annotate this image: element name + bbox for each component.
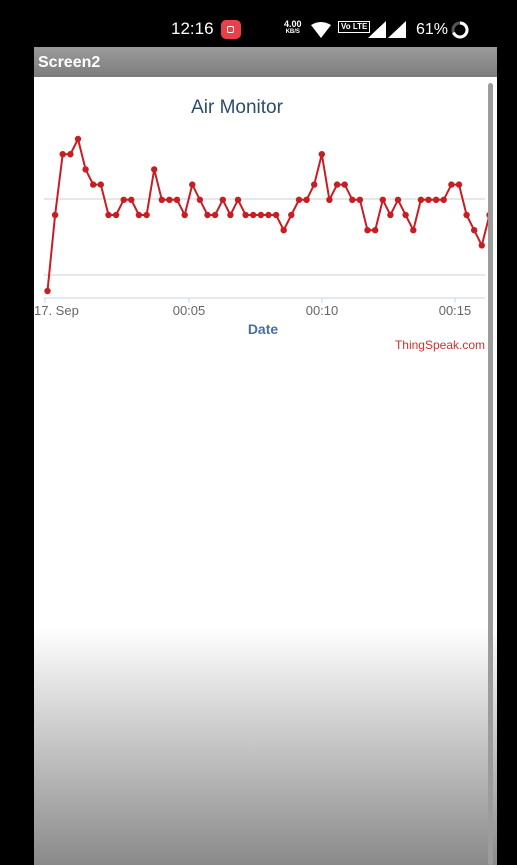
data-point [471,227,478,234]
data-point [189,181,196,188]
data-point [67,151,74,158]
data-point [440,196,447,203]
status-time: 12:16 [171,19,214,38]
signal-icon [368,21,386,38]
data-point [74,135,82,143]
data-point [402,211,409,219]
data-point [288,211,295,219]
data-point [364,227,371,234]
data-point [349,196,356,203]
status-bar: 12:16 4.00 KB/S Vo LTE 61% [0,0,517,48]
data-point [196,196,204,203]
data-point [105,211,112,219]
battery-percentage: 61% [416,21,449,38]
data-point [166,196,173,203]
data-point [257,211,265,219]
data-point [242,211,249,219]
data-point [51,211,59,219]
data-point [326,196,333,203]
data-point [448,181,455,188]
data-point [234,196,242,203]
volte-badge: Vo LTE [338,21,371,33]
data-point [333,181,341,188]
data-point [303,196,310,203]
x-tick-label: 17. Sep [34,303,79,318]
signal-icon [388,21,406,38]
data-point [417,196,425,203]
data-point [120,196,127,203]
data-point [432,196,440,203]
network-speed: 4.00 KB/S [284,20,302,36]
data-point [82,166,89,173]
x-tick-label: 00:15 [439,303,472,318]
data-point [143,211,150,219]
data-point [356,196,364,203]
scrollbar[interactable] [488,83,493,865]
data-point [135,211,143,219]
data-point [151,166,158,173]
network-speed-unit: KB/S [285,29,300,35]
air-monitor-chart: Air Monitor 17. Sep 00:05 00:10 00:15 Date … [34,97,488,352]
data-point [44,287,51,295]
data-point [204,211,211,219]
chart-title: Air Monitor [191,97,284,118]
battery-icon [451,21,469,39]
data-point [227,211,234,219]
data-point [455,181,463,188]
data-point [90,181,97,188]
data-point [158,196,165,203]
data-point [250,211,257,219]
data-point [394,196,402,203]
data-point [387,211,394,219]
title-bar: Screen2 [34,47,497,77]
data-point [478,242,485,249]
data-point [112,211,120,219]
data-point [318,151,325,158]
x-tick-label: 00:10 [306,303,339,318]
data-point [173,196,181,203]
data-point [97,181,104,188]
x-tick-label: 00:05 [173,303,206,318]
data-point [341,181,348,188]
data-point [372,227,379,234]
thingspeak-credit-link[interactable]: ThingSpeak.com [395,338,485,352]
data-point [486,212,488,218]
data-point [410,227,417,234]
x-axis-title: Date [248,321,279,337]
screen-record-icon [221,20,241,39]
data-point [59,151,66,158]
data-point [219,196,226,203]
data-point [211,211,219,219]
data-point [379,196,386,203]
screen-title: Screen2 [38,54,101,71]
data-point [425,196,432,203]
data-point [128,196,135,203]
data-point [311,181,318,188]
data-point [280,227,287,234]
data-point [265,211,272,219]
app-window: Screen2 Air Monitor 17. Sep 00:05 00:10 00:… [34,47,497,865]
wifi-icon [311,22,331,38]
network-speed-value: 4.00 [284,19,302,29]
data-point [295,196,303,203]
data-point [463,211,470,219]
data-point [181,211,188,219]
data-point [272,211,280,219]
